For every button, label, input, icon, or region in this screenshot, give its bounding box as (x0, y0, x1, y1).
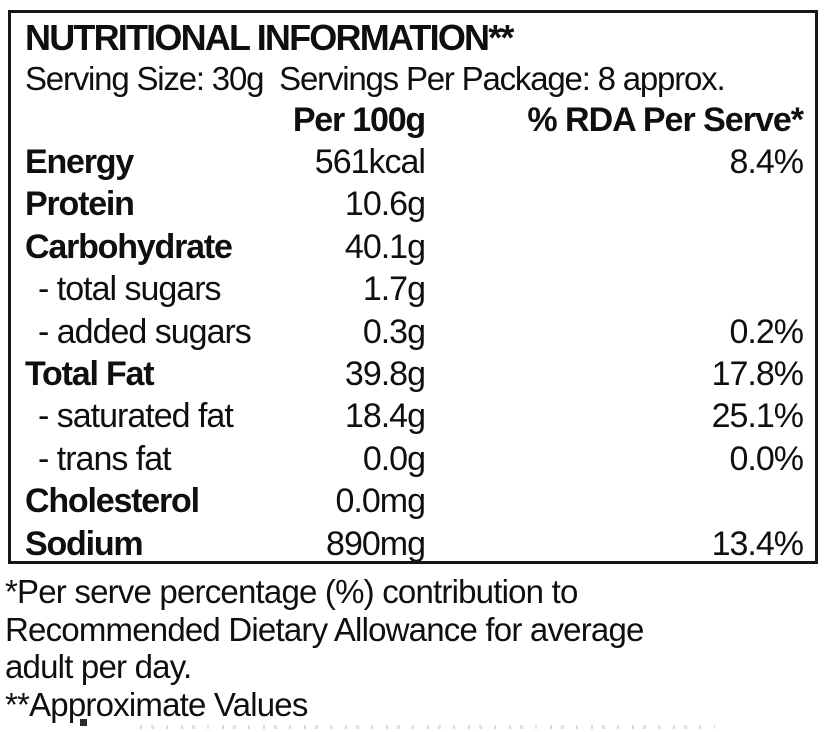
cropped-text-remnant (0, 719, 834, 732)
panel-title: NUTRITIONAL INFORMATION** (25, 17, 514, 58)
rda-value: 17.8% (711, 354, 804, 393)
nutrient-label: - saturated fat (38, 397, 234, 436)
nutrient-label: Cholesterol (25, 482, 200, 521)
amount-value: 10.6g (344, 185, 426, 224)
nutrient-label: Sodium (25, 524, 144, 563)
table-row: Total Fat 39.8g 17.8% (25, 353, 804, 395)
rda-value: 25.1% (711, 397, 804, 436)
amount-value: 0.3g (362, 312, 426, 351)
table-row: - trans fat 0.0g 0.0% (25, 438, 805, 480)
amount-value: 40.1g (344, 227, 426, 266)
rda-value: 13.4% (711, 524, 804, 563)
nutrient-label: Carbohydrate (25, 227, 233, 266)
table-row: Cholesterol 0.0mg (25, 480, 803, 522)
nutrient-label: - trans fat (38, 439, 172, 478)
nutrient-label: - added sugars (38, 312, 252, 351)
amount-value: 561kcal (314, 143, 426, 181)
rda-value: 8.4% (729, 143, 805, 181)
nutrient-rows: Energy 561kcal 8.4% Protein 10.6g Carboh… (25, 141, 805, 563)
rda-footnote-line: *Per serve percentage (%) contribution t… (5, 573, 578, 610)
cropped-letter-tops (140, 725, 715, 729)
amount-value: 0.0mg (335, 482, 427, 521)
nutrient-label: Total Fat (25, 354, 155, 393)
nutrient-label: Protein (25, 185, 135, 224)
rda-footnote-line: Recommended Dietary Allowance for averag… (5, 610, 644, 648)
amount-value: 18.4g (344, 397, 426, 436)
nutrient-label: Energy (25, 143, 134, 181)
serving-info: Serving Size: 30g Servings Per Package: … (25, 60, 726, 97)
table-header-row: Per 100g % RDA Per Serve* (25, 99, 804, 141)
per-100g-column-header: Per 100g (292, 101, 426, 139)
approximate-values-footnote: **Approximate Values (5, 685, 308, 723)
cropped-letter-top (80, 719, 87, 726)
table-row: - added sugars 0.3g 0.2% (25, 311, 805, 353)
table-row: Protein 10.6g (25, 183, 803, 225)
table-row: Sodium 890mg 13.4% (25, 523, 804, 563)
amount-value: 0.0g (362, 439, 426, 478)
rda-value: 0.2% (729, 312, 805, 351)
nutrient-label: - total sugars (38, 270, 222, 309)
rda-footnote-line: adult per day. (5, 648, 192, 685)
rda-per-serve-column-header: % RDA Per Serve* (527, 101, 804, 139)
table-row: Carbohydrate 40.1g (25, 226, 803, 268)
amount-value: 1.7g (362, 270, 426, 309)
table-row: Energy 561kcal 8.4% (25, 141, 805, 183)
table-row: - saturated fat 18.4g 25.1% (25, 395, 804, 437)
amount-value: 890mg (326, 524, 426, 563)
footnotes: *Per serve percentage (%) contribution t… (5, 573, 765, 723)
amount-value: 39.8g (344, 354, 426, 393)
rda-value: 0.0% (729, 439, 805, 478)
table-row: - total sugars 1.7g (25, 268, 803, 310)
nutrition-facts-panel: NUTRITIONAL INFORMATION** Serving Size: … (8, 10, 818, 564)
